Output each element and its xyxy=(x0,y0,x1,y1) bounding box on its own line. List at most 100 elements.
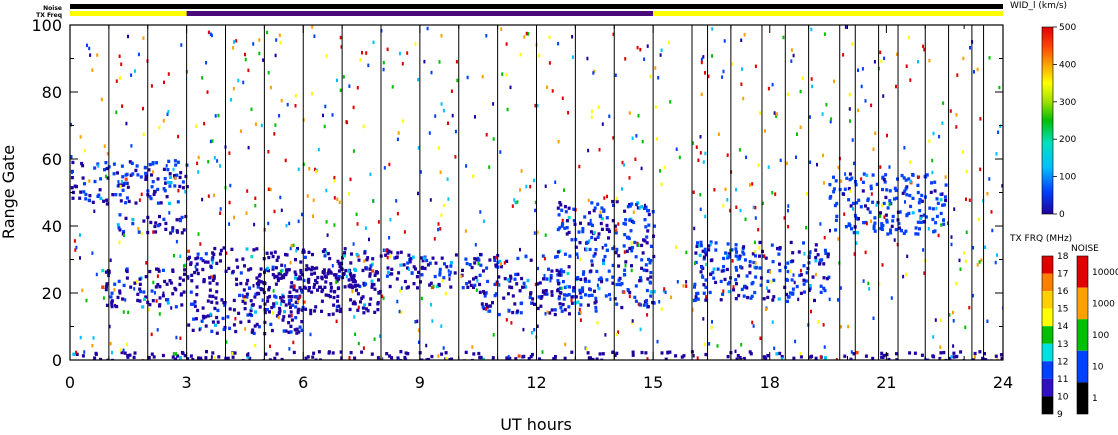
echo-cell xyxy=(363,303,367,307)
echo-cell xyxy=(581,272,585,276)
echo-cell xyxy=(592,254,596,258)
echo-cell xyxy=(621,187,623,191)
echo-cell xyxy=(724,251,728,255)
echo-cell xyxy=(641,251,645,255)
echo-cell xyxy=(561,222,565,226)
echo-cell xyxy=(940,358,943,360)
echo-cell xyxy=(481,305,485,309)
echo-cell xyxy=(118,291,122,295)
echo-cell xyxy=(931,354,935,358)
echo-cell xyxy=(621,160,624,165)
echo-cell xyxy=(313,34,316,38)
echo-cell xyxy=(271,254,275,259)
echo-cell xyxy=(289,330,293,334)
echo-cell xyxy=(82,190,86,194)
echo-cell xyxy=(428,131,431,135)
echo-cell xyxy=(156,283,160,287)
echo-cell xyxy=(433,237,436,241)
echo-cell xyxy=(132,355,136,360)
echo-cell xyxy=(942,222,946,226)
echo-cell xyxy=(168,279,172,283)
echo-cell xyxy=(988,177,991,181)
echo-cell xyxy=(587,279,591,283)
echo-cell xyxy=(252,331,256,335)
echo-cell xyxy=(239,271,243,275)
echo-cell xyxy=(625,236,629,240)
echo-cell xyxy=(933,180,937,184)
echo-cell xyxy=(637,114,640,118)
echo-cell xyxy=(813,298,816,303)
echo-cell xyxy=(180,292,184,296)
echo-cell xyxy=(294,305,298,309)
echo-cell xyxy=(298,286,302,290)
echo-cell xyxy=(806,192,809,196)
echo-cell xyxy=(518,289,522,293)
echo-cell xyxy=(516,200,519,204)
echo-cell xyxy=(855,351,859,355)
echo-cell xyxy=(939,192,943,196)
echo-cell xyxy=(694,261,696,265)
echo-cell xyxy=(630,249,634,253)
echo-cell xyxy=(152,170,155,174)
echo-cell xyxy=(162,167,166,171)
echo-cell xyxy=(125,269,129,274)
echo-cell xyxy=(436,284,439,289)
x-tick-label: 21 xyxy=(876,373,896,392)
echo-cell xyxy=(675,147,678,151)
echo-cell xyxy=(83,350,86,354)
echo-cell xyxy=(285,253,289,257)
echo-cell xyxy=(905,185,909,189)
echo-cell xyxy=(125,276,129,280)
echo-cell xyxy=(127,34,129,39)
echo-cell xyxy=(231,351,234,356)
echo-cell xyxy=(340,45,343,49)
echo-cell xyxy=(366,309,370,313)
echo-cell xyxy=(182,228,186,232)
echo-cell xyxy=(810,27,813,32)
echo-cell xyxy=(206,90,209,94)
echo-cell xyxy=(278,306,282,311)
echo-cell xyxy=(212,276,216,280)
echo-cell xyxy=(312,267,316,271)
echo-cell xyxy=(931,207,935,211)
echo-cell xyxy=(182,278,185,282)
echo-cell xyxy=(968,198,971,202)
echo-cell xyxy=(286,102,289,107)
echo-cell xyxy=(630,241,633,245)
echo-cell xyxy=(634,255,638,259)
echo-cell xyxy=(257,279,261,283)
echo-cell xyxy=(611,219,615,223)
echo-cell xyxy=(848,107,851,111)
echo-cell xyxy=(773,111,776,115)
echo-cell xyxy=(692,354,695,358)
echo-cell xyxy=(594,309,598,313)
echo-cell xyxy=(271,273,275,277)
echo-cell xyxy=(667,40,670,45)
echo-cell xyxy=(780,355,784,359)
echo-cell xyxy=(150,352,154,356)
echo-cell xyxy=(282,329,286,333)
echo-cell xyxy=(299,268,303,273)
echo-cell xyxy=(596,321,599,325)
echo-cell xyxy=(409,257,413,261)
echo-cell xyxy=(707,74,710,79)
echo-cell xyxy=(158,296,162,300)
echo-cell xyxy=(348,84,351,88)
echo-cell xyxy=(674,354,678,358)
echo-cell xyxy=(585,347,588,351)
echo-cell xyxy=(493,293,497,298)
echo-cell xyxy=(911,211,915,215)
echo-cell xyxy=(317,285,321,289)
echo-cell xyxy=(116,171,119,175)
echo-cell xyxy=(723,39,726,43)
echo-cell xyxy=(166,168,170,172)
echo-cell xyxy=(899,210,902,214)
echo-cell xyxy=(614,251,618,255)
echo-cell xyxy=(704,214,707,219)
echo-cell xyxy=(136,280,139,284)
echo-cell xyxy=(952,319,955,323)
echo-cell xyxy=(128,353,132,357)
echo-cell xyxy=(682,354,686,358)
echo-cell xyxy=(297,299,300,304)
echo-cell xyxy=(871,356,875,360)
